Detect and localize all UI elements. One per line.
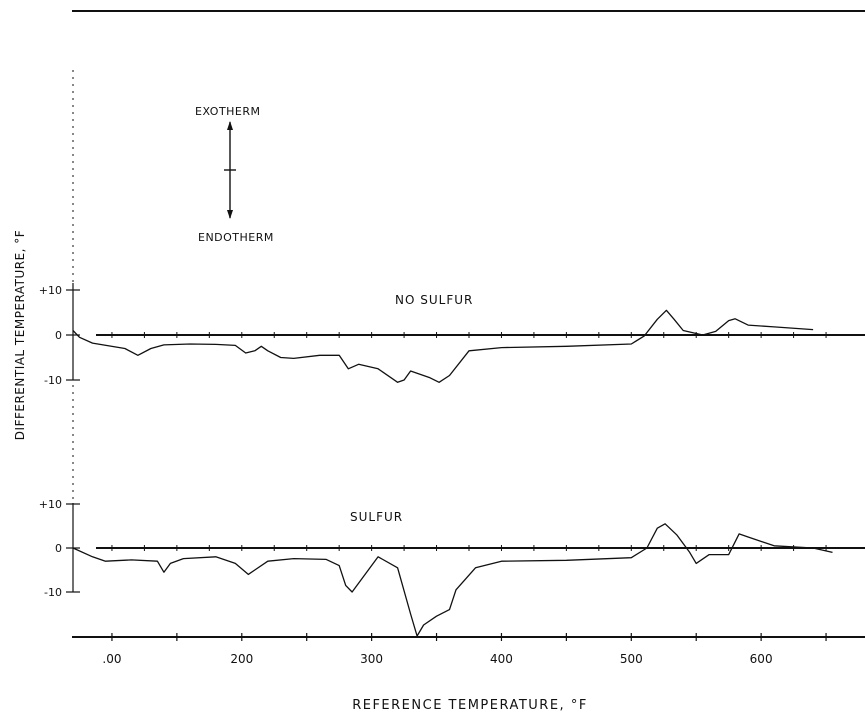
panel-no-sulfur-curve <box>72 309 814 383</box>
x-tick-label-4: 500 <box>620 652 643 666</box>
exotherm-label: EXOTHERM <box>195 105 261 118</box>
endotherm-label: ENDOTHERM <box>198 231 274 244</box>
x-tick-label-2: 300 <box>360 652 383 666</box>
x-axis-ticks: .00 200 300 400 500 600 <box>102 633 827 666</box>
panel-0-y-tick-label-2: -10 <box>44 374 62 387</box>
x-tick-label-0: .00 <box>102 652 121 666</box>
panel-sulfur: SULFUR +10 0 -10 <box>39 498 865 637</box>
panel-sulfur-x-ticks <box>111 545 827 551</box>
panel-0-y-tick-label-0: +10 <box>39 284 62 297</box>
panel-no-sulfur-x-ticks <box>111 332 827 338</box>
x-tick-label-5: 600 <box>750 652 773 666</box>
arrow-down-icon <box>227 210 233 219</box>
panel-1-y-tick-label-2: -10 <box>44 586 62 599</box>
panel-1-y-tick-label-1: 0 <box>55 542 62 555</box>
arrow-up-icon <box>227 121 233 130</box>
x-tick-label-1: 200 <box>230 652 253 666</box>
panel-0-y-tick-label-1: 0 <box>55 329 62 342</box>
panel-no-sulfur-y-ticks: +10 0 -10 <box>39 284 80 387</box>
panel-sulfur-curve <box>72 523 833 637</box>
frame <box>72 10 865 500</box>
x-axis: .00 200 300 400 500 600 REFERENCE TEMPERATURE… <box>72 633 865 713</box>
panel-sulfur-label: SULFUR <box>350 510 403 524</box>
x-tick-label-3: 400 <box>490 652 513 666</box>
panel-no-sulfur-label: NO SULFUR <box>395 293 473 307</box>
thermal-note: EXOTHERM ENDOTHERM <box>195 105 274 244</box>
x-axis-title: REFERENCE TEMPERATURE, °F <box>352 698 588 713</box>
y-axis-title: DIFFERENTIAL TEMPERATURE, °F <box>13 230 27 440</box>
panel-1-y-tick-label-0: +10 <box>39 498 62 511</box>
panel-no-sulfur: NO SULFUR +10 0 -10 <box>39 283 865 387</box>
panel-sulfur-y-ticks: +10 0 -10 <box>39 498 80 599</box>
